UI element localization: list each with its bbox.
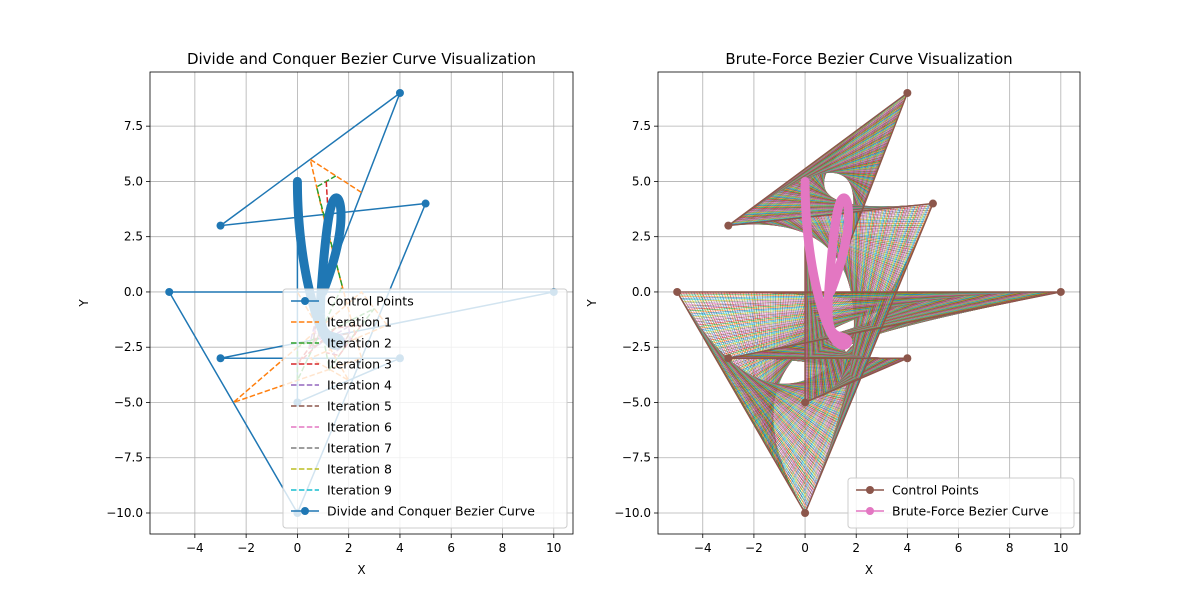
y-axis-label: Y xyxy=(77,299,91,308)
x-axis-label: X xyxy=(865,563,873,577)
legend-box xyxy=(282,288,568,529)
legend-item-iteration-4: Iteration 4 xyxy=(291,378,392,393)
y-tick-label: −2.5 xyxy=(622,340,651,354)
brute-force-bezier-curve xyxy=(800,176,854,350)
chart-panel-2: −4 −2 0 2 4 6 8 10 −10.0 −7.5 −5.0 −2.5 0.0 2.5 5.0 7.5… xyxy=(585,50,1081,577)
legend: Control Points Brute-Force Bezier Curve xyxy=(847,477,1075,529)
control-point xyxy=(673,287,682,296)
plot-area xyxy=(673,89,1065,517)
legend-marker xyxy=(866,486,874,494)
legend-item-divide-and-conquer-bezier-curve: Divide and Conquer Bezier Curve xyxy=(291,504,535,519)
legend-item-iteration-1: Iteration 1 xyxy=(291,315,392,330)
legend-label: Brute-Force Bezier Curve xyxy=(892,504,1049,519)
axes-frame xyxy=(657,71,1081,535)
y-tick-label: −10.0 xyxy=(614,506,651,520)
x-tick-label: 10 xyxy=(546,541,561,555)
control-point xyxy=(724,221,733,230)
legend-item-iteration-2: Iteration 2 xyxy=(291,336,392,351)
x-tick-label: 0 xyxy=(294,541,302,555)
x-tick-label: 4 xyxy=(904,541,912,555)
chart-title: Divide and Conquer Bezier Curve Visualiz… xyxy=(187,50,536,68)
x-tick-label: 10 xyxy=(1053,541,1068,555)
legend-marker xyxy=(866,507,874,515)
y-tick-label: 5.0 xyxy=(632,174,651,188)
control-point xyxy=(801,509,810,517)
x-tick-label: −2 xyxy=(237,541,255,555)
legend-marker xyxy=(301,297,309,305)
legend-label: Iteration 2 xyxy=(327,336,392,351)
legend-label: Iteration 1 xyxy=(327,315,392,330)
legend-label: Iteration 6 xyxy=(327,420,392,435)
control-point xyxy=(395,89,404,97)
y-axis-label: Y xyxy=(585,299,599,308)
x-tick-label: −2 xyxy=(745,541,763,555)
legend-item-control-points: Control Points xyxy=(291,294,414,309)
legend-item-brute-force-bezier-curve: Brute-Force Bezier Curve xyxy=(856,504,1049,519)
control-point xyxy=(801,398,810,407)
x-tick-label: 6 xyxy=(447,541,455,555)
x-tick-label: −4 xyxy=(694,541,712,555)
x-tick-label: −4 xyxy=(186,541,204,555)
control-point xyxy=(724,354,733,363)
y-tick-label: 7.5 xyxy=(124,119,143,133)
y-tick-label: −7.5 xyxy=(114,451,143,465)
control-point xyxy=(903,89,912,97)
y-tick-label: 5.0 xyxy=(124,174,143,188)
legend: Control Points Iteration 1 Iteration 2 Iter… xyxy=(282,288,568,529)
legend-item-iteration-3: Iteration 3 xyxy=(291,357,392,372)
legend-item-iteration-8: Iteration 8 xyxy=(291,462,392,477)
control-point xyxy=(903,354,912,363)
legend-marker xyxy=(301,507,309,515)
y-tick-label: −2.5 xyxy=(114,340,143,354)
curve-path xyxy=(800,176,854,350)
y-tick-label: −5.0 xyxy=(622,395,651,409)
legend-label: Iteration 4 xyxy=(327,378,392,393)
legend-label: Control Points xyxy=(892,483,979,498)
legend-label: Iteration 7 xyxy=(327,441,392,456)
x-tick-label: 6 xyxy=(955,541,963,555)
control-point xyxy=(928,199,937,208)
legend-label: Divide and Conquer Bezier Curve xyxy=(327,504,535,519)
x-axis-label: X xyxy=(357,563,365,577)
x-tick-label: 2 xyxy=(345,541,353,555)
chart-panel-1: −4 −2 0 2 4 6 8 10 −10.0 −7.5 −5.0 −2.5 0.0 2.5 5.0 7.5… xyxy=(77,50,574,577)
legend-box xyxy=(847,477,1075,529)
y-tick-label: −5.0 xyxy=(114,395,143,409)
legend-item-iteration-6: Iteration 6 xyxy=(291,420,392,435)
legend-label: Control Points xyxy=(327,294,414,309)
x-tick-label: 8 xyxy=(1006,541,1014,555)
chart-title: Brute-Force Bezier Curve Visualization xyxy=(725,50,1012,68)
legend-item-iteration-5: Iteration 5 xyxy=(291,399,392,414)
y-tick-label: 2.5 xyxy=(632,230,651,244)
control-point xyxy=(216,221,225,230)
y-tick-label: 7.5 xyxy=(632,119,651,133)
axes-frame xyxy=(149,71,574,535)
legend-label: Iteration 5 xyxy=(327,399,392,414)
y-tick-label: 0.0 xyxy=(632,285,651,299)
legend-item-iteration-9: Iteration 9 xyxy=(291,483,392,498)
y-tick-label: −10.0 xyxy=(106,506,143,520)
control-point xyxy=(1056,287,1065,296)
legend-item-iteration-7: Iteration 7 xyxy=(291,441,392,456)
control-point xyxy=(421,199,430,208)
legend-item-control-points: Control Points xyxy=(856,483,979,498)
x-tick-label: 0 xyxy=(801,541,809,555)
legend-label: Iteration 9 xyxy=(327,483,392,498)
y-tick-label: 0.0 xyxy=(124,285,143,299)
legend-label: Iteration 8 xyxy=(327,462,392,477)
y-tick-label: −7.5 xyxy=(622,451,651,465)
control-point xyxy=(216,354,225,363)
legend-label: Iteration 3 xyxy=(327,357,392,372)
x-tick-label: 8 xyxy=(499,541,507,555)
x-tick-label: 4 xyxy=(396,541,404,555)
control-point xyxy=(165,287,174,296)
x-tick-label: 2 xyxy=(852,541,860,555)
y-tick-label: 2.5 xyxy=(124,230,143,244)
